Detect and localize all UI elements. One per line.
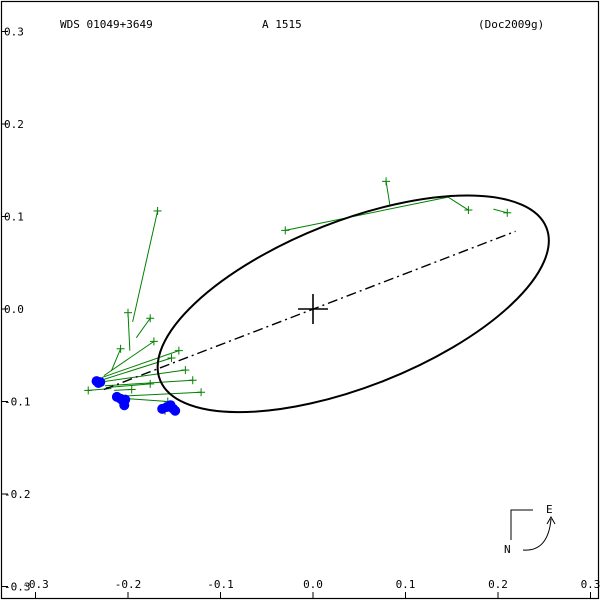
observation-plus bbox=[167, 354, 176, 363]
residual-line bbox=[104, 379, 193, 387]
compass-rose: E N bbox=[504, 503, 556, 556]
measurement-dot bbox=[120, 394, 131, 405]
residual-line bbox=[127, 312, 131, 351]
measurement-points bbox=[91, 376, 181, 416]
observation-plus bbox=[146, 379, 155, 388]
residual-line bbox=[493, 208, 508, 214]
observation-plus bbox=[464, 206, 473, 215]
y-tick-label: -0.1 bbox=[4, 396, 31, 409]
axis-tick-labels: -0.3 -0.2 -0.1 0.0 0.1 0.2 0.3 0.3 0.2 0.1 0.0 -0.1… bbox=[4, 26, 600, 594]
header-center-label: A 1515 bbox=[262, 18, 302, 31]
observation-plus bbox=[281, 226, 290, 235]
observation-plus bbox=[149, 337, 158, 346]
measurement-dot bbox=[95, 377, 106, 388]
header-right-label: (Doc2009g) bbox=[478, 18, 544, 31]
residual-line bbox=[100, 369, 186, 383]
observation-plus bbox=[84, 386, 93, 395]
observation-plus bbox=[197, 388, 206, 397]
observation-plus bbox=[188, 376, 197, 385]
observation-plus bbox=[153, 206, 162, 215]
line-of-nodes bbox=[103, 230, 516, 391]
header-left-label: WDS 01049+3649 bbox=[60, 18, 153, 31]
residual-line bbox=[128, 398, 168, 402]
residual-lines bbox=[84, 177, 512, 415]
y-tick-label: -0.3 bbox=[4, 581, 31, 594]
y-tick-label: -0.2 bbox=[4, 488, 31, 501]
y-tick-label: 0.1 bbox=[4, 211, 24, 224]
x-tick-label: -0.1 bbox=[207, 578, 234, 591]
compass-arrowhead bbox=[546, 515, 556, 525]
residual-line bbox=[135, 317, 151, 338]
compass-east-label: E bbox=[546, 503, 553, 516]
x-tick-label: -0.2 bbox=[115, 578, 142, 591]
observation-plus bbox=[382, 177, 391, 186]
residual-line bbox=[101, 350, 180, 378]
x-tick-label: 0.0 bbox=[303, 578, 323, 591]
measurement-dot bbox=[170, 405, 181, 416]
observation-plus bbox=[174, 346, 183, 355]
y-tick-label: 0.2 bbox=[4, 118, 24, 131]
x-tick-label: -0.3 bbox=[22, 578, 49, 591]
observation-plus bbox=[181, 366, 190, 375]
primary-star-cross bbox=[298, 294, 328, 324]
observation-plus bbox=[503, 208, 512, 217]
residual-line bbox=[110, 348, 122, 372]
observation-plus bbox=[116, 344, 125, 353]
compass-bracket bbox=[510, 509, 533, 540]
orbit-ellipse bbox=[156, 194, 550, 414]
residual-line bbox=[105, 383, 151, 389]
residual-line bbox=[103, 340, 155, 377]
residual-line bbox=[126, 391, 202, 397]
residual-line bbox=[385, 181, 391, 205]
y-tick-label: 0.0 bbox=[4, 303, 24, 316]
compass-arrow bbox=[522, 518, 552, 551]
residual-line bbox=[132, 210, 159, 323]
x-tick-label: 0.2 bbox=[488, 578, 508, 591]
x-tick-label: 0.3 bbox=[581, 578, 600, 591]
residual-line bbox=[285, 196, 449, 231]
residual-line bbox=[101, 357, 172, 381]
compass-north-label: N bbox=[504, 543, 511, 556]
observation-plus bbox=[127, 385, 136, 394]
y-tick-label: 0.3 bbox=[4, 26, 24, 39]
axis-ticks bbox=[2, 31, 591, 598]
observation-plus bbox=[146, 314, 155, 323]
residual-line bbox=[447, 196, 469, 211]
observation-plus bbox=[124, 308, 132, 317]
x-tick-label: 0.1 bbox=[396, 578, 416, 591]
